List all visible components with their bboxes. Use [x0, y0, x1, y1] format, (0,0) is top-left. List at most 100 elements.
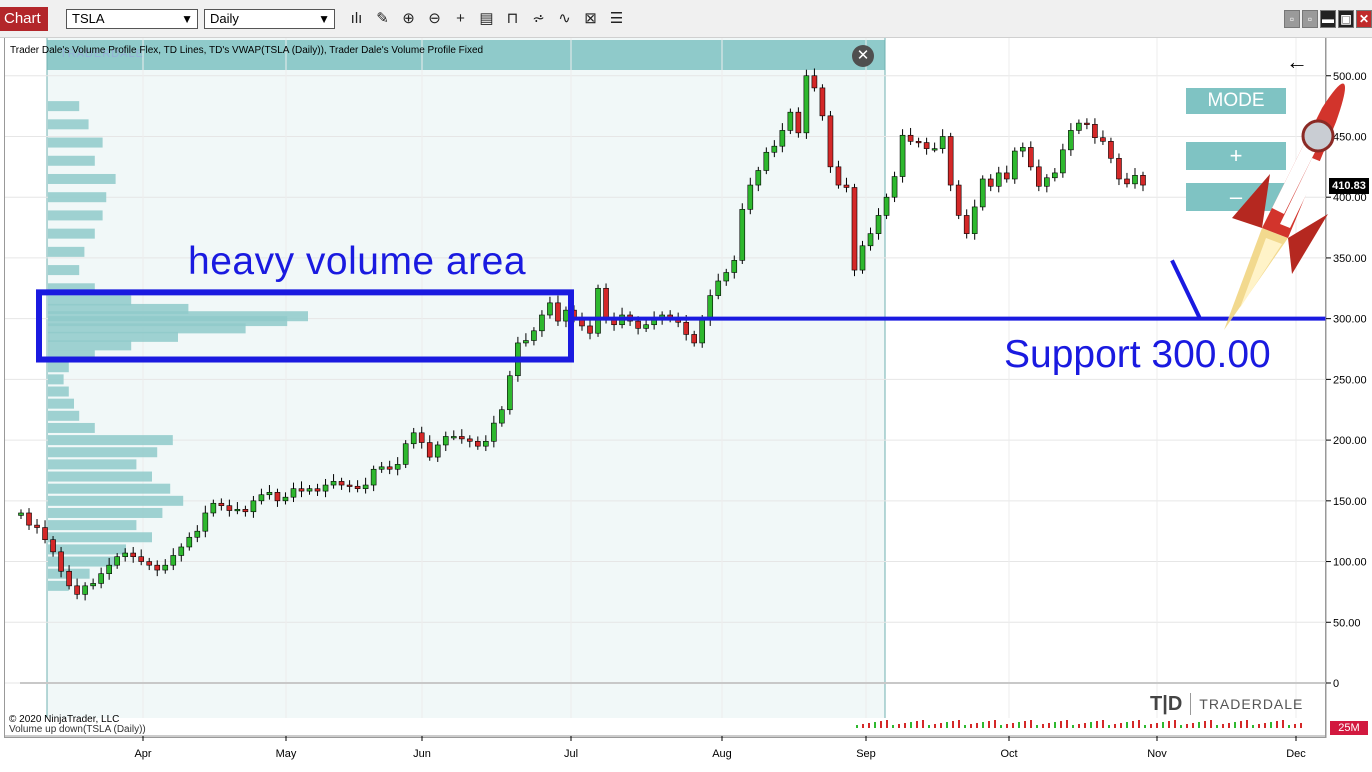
- candle-down: [843, 184, 850, 188]
- close-profile-icon[interactable]: ✕: [852, 45, 874, 67]
- volume-profile-bar: [48, 283, 95, 294]
- candle-up: [563, 309, 569, 322]
- candle-down: [835, 166, 842, 186]
- candle-down: [138, 556, 145, 562]
- data-box-icon[interactable]: ▤: [479, 10, 494, 27]
- indicators-icon[interactable]: ⊓: [506, 10, 519, 27]
- volume-profile-bar: [48, 228, 95, 239]
- candle-up: [362, 484, 369, 489]
- candle-up: [98, 573, 104, 584]
- volume-bar: [1090, 722, 1092, 728]
- candle-down: [923, 142, 930, 149]
- back-arrow-icon[interactable]: ←: [1286, 49, 1308, 74]
- maximize-icon[interactable]: ▣: [1338, 10, 1354, 28]
- candle-up: [234, 509, 241, 512]
- volume-bar: [952, 721, 954, 728]
- y-tick-label: 250.00: [1333, 374, 1367, 386]
- candle-up: [370, 468, 377, 486]
- candle-up: [1011, 150, 1018, 180]
- instrument-select[interactable]: TSLA ▼: [66, 9, 198, 29]
- volume-bar: [1048, 723, 1050, 728]
- candle-up: [1132, 175, 1138, 185]
- volume-profile-bar: [48, 362, 69, 373]
- interval-select[interactable]: Daily ▼: [204, 9, 335, 29]
- chevron-down-icon: ▼: [318, 12, 330, 26]
- minimize-icon[interactable]: ▬: [1320, 10, 1336, 28]
- volume-profile-bar: [48, 495, 184, 506]
- volume-bar: [1018, 722, 1020, 728]
- draw-pencil-icon[interactable]: ✎: [376, 10, 389, 27]
- volume-bar: [1240, 721, 1242, 728]
- crosshair-icon[interactable]: +: [456, 10, 465, 27]
- candle-up: [330, 481, 337, 486]
- strategies-icon[interactable]: ⩫: [532, 10, 545, 27]
- candle-down: [555, 302, 561, 322]
- close-icon[interactable]: ✕: [1356, 10, 1372, 28]
- candle-down: [1084, 122, 1090, 125]
- traderdale-logo: T|D TRADERDALE: [1150, 692, 1303, 716]
- volume-profile-bar: [48, 398, 74, 409]
- tile-icon[interactable]: ▫: [1284, 10, 1300, 28]
- y-tick-label: 500.00: [1333, 71, 1367, 83]
- drawing-tools-icon[interactable]: ∿: [558, 10, 571, 27]
- candle-up: [595, 287, 601, 334]
- price-chart[interactable]: 0 50.00 100.00 150.00 200.00 250.00 300.00 350.…: [0, 38, 1372, 772]
- volume-profile-bar: [48, 410, 80, 421]
- candle-up: [186, 536, 193, 548]
- candle-up: [803, 75, 810, 134]
- volume-bar: [928, 725, 930, 728]
- chart-tab[interactable]: Chart: [0, 7, 48, 31]
- candle-up: [723, 272, 730, 282]
- volume-profile-bar: [48, 323, 246, 334]
- zoom-out-icon[interactable]: ⊖: [428, 10, 441, 27]
- rocket-icon: [1224, 83, 1345, 330]
- candle-up: [122, 552, 128, 557]
- volume-profile-bar: [48, 119, 89, 130]
- volume-bar: [1006, 724, 1008, 728]
- candle-up: [547, 302, 553, 316]
- properties-icon[interactable]: ⊠: [584, 10, 597, 27]
- volume-bar: [1108, 725, 1110, 728]
- zoom-minus-button[interactable]: –: [1186, 183, 1286, 211]
- volume-bar: [958, 720, 960, 728]
- candle-down: [154, 564, 161, 571]
- volume-bar: [988, 721, 990, 728]
- bar-type-icon[interactable]: ılı: [350, 10, 363, 27]
- volume-bar: [964, 725, 966, 728]
- candle-up: [883, 196, 890, 216]
- volume-bar: [1216, 725, 1218, 728]
- volume-profile-bar: [48, 246, 85, 257]
- candle-up: [1044, 177, 1050, 187]
- candle-up: [499, 409, 505, 424]
- list-icon[interactable]: ☰: [609, 10, 624, 27]
- volume-bar: [1024, 721, 1026, 728]
- candle-up: [1019, 147, 1026, 152]
- volume-bar: [1078, 724, 1080, 728]
- volume-profile-bar: [48, 459, 137, 470]
- volume-profile-bar: [48, 374, 64, 385]
- candle-down: [947, 136, 954, 186]
- volume-bar: [1204, 721, 1206, 728]
- candle-down: [795, 111, 802, 134]
- zoom-plus-button[interactable]: +: [1186, 142, 1286, 170]
- zoom-in-icon[interactable]: ⊕: [402, 10, 415, 27]
- volume-bar: [1162, 722, 1164, 728]
- volume-bar: [1168, 721, 1170, 728]
- candle-up: [859, 245, 866, 271]
- y-tick-label: 50.00: [1333, 617, 1361, 629]
- volume-bar: [1150, 724, 1152, 728]
- interval-value: Daily: [210, 11, 239, 26]
- candle-up: [282, 496, 289, 502]
- mode-button[interactable]: MODE: [1186, 88, 1286, 114]
- volume-profile-bar: [48, 556, 116, 567]
- candle-up: [210, 502, 217, 514]
- candle-down: [346, 484, 353, 487]
- volume-profile-bar: [48, 447, 158, 458]
- candle-down: [907, 134, 914, 142]
- volume-bar: [1012, 723, 1014, 728]
- candle-up: [106, 564, 112, 574]
- support-pointer: [1170, 259, 1202, 320]
- logo-separator: [1190, 693, 1192, 715]
- volume-bar: [856, 725, 858, 728]
- tile-icon[interactable]: ▫: [1302, 10, 1318, 28]
